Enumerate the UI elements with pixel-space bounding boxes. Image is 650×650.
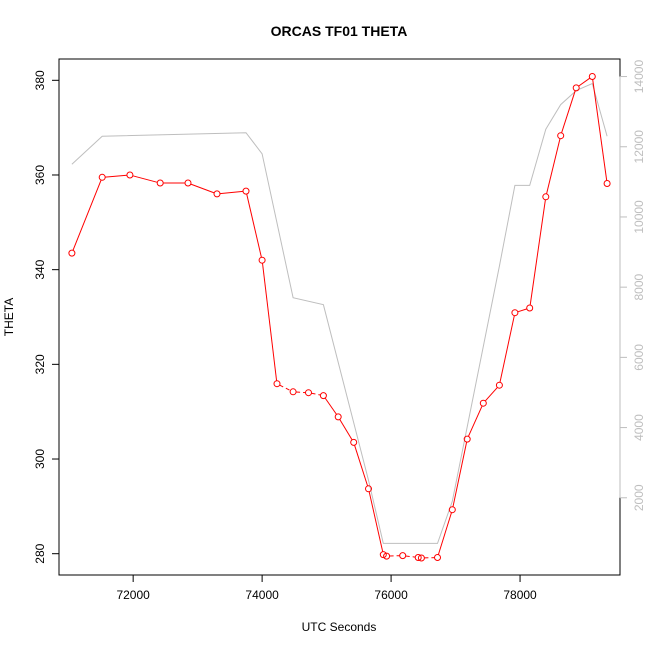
y-axis-right: 2000 4000 6000 8000 10000 12000 14000 bbox=[619, 60, 646, 511]
theta-point bbox=[273, 380, 281, 388]
theta-segment bbox=[279, 384, 291, 391]
x-tick-label: 78000 bbox=[503, 588, 537, 602]
theta-segment bbox=[132, 175, 158, 183]
x-axis: 72000 74000 76000 78000 bbox=[116, 574, 537, 602]
theta-point bbox=[414, 554, 422, 561]
theta-segment bbox=[72, 179, 102, 251]
theta-point bbox=[305, 389, 312, 397]
theta-segment bbox=[529, 199, 546, 306]
theta-point bbox=[526, 304, 534, 312]
theta-segment bbox=[262, 263, 278, 381]
theta-point bbox=[542, 193, 550, 201]
y2-tick-label: 12000 bbox=[632, 130, 646, 164]
theta-point bbox=[350, 438, 358, 446]
y-tick-label: 380 bbox=[33, 70, 47, 90]
theta-point bbox=[319, 392, 327, 400]
theta-point bbox=[479, 399, 487, 407]
y-tick-label: 280 bbox=[33, 543, 47, 563]
theta-segment bbox=[578, 77, 591, 87]
theta-segment bbox=[484, 387, 498, 402]
theta-segment bbox=[246, 193, 262, 258]
theta-point bbox=[557, 132, 565, 140]
theta-point bbox=[242, 187, 250, 195]
y-axis-left: 280 300 320 340 360 380 bbox=[33, 70, 60, 564]
theta-segment bbox=[324, 397, 337, 415]
theta-segment bbox=[219, 190, 244, 195]
theta-point bbox=[379, 551, 387, 559]
theta-point bbox=[156, 179, 164, 187]
series-theta-points bbox=[68, 73, 611, 562]
theta-point bbox=[126, 171, 134, 179]
theta-segment bbox=[190, 183, 215, 194]
chart-title: ORCAS TF01 THETA bbox=[271, 23, 408, 39]
y2-tick-label: 6000 bbox=[632, 344, 646, 371]
theta-segment bbox=[296, 391, 306, 394]
y2-tick-label: 4000 bbox=[632, 414, 646, 441]
theta-segment bbox=[354, 445, 369, 487]
theta-point bbox=[495, 381, 503, 389]
theta-segment bbox=[105, 174, 127, 178]
series-secondary-polyline bbox=[71, 82, 608, 544]
theta-segment bbox=[561, 90, 576, 133]
y2-tick-label: 10000 bbox=[632, 200, 646, 234]
y-tick-label: 360 bbox=[33, 165, 47, 185]
theta-point bbox=[289, 388, 297, 396]
theta-point bbox=[399, 552, 407, 560]
x-axis-title: UTC Seconds bbox=[302, 620, 377, 634]
theta-point bbox=[98, 173, 106, 181]
theta-point bbox=[383, 552, 391, 560]
series-theta-line bbox=[72, 77, 608, 559]
theta-segment bbox=[311, 392, 321, 396]
theta-point bbox=[213, 190, 221, 198]
theta-point bbox=[258, 256, 266, 264]
y-tick-label: 340 bbox=[33, 259, 47, 279]
theta-segment bbox=[339, 419, 353, 441]
theta-point bbox=[448, 506, 456, 514]
theta-point bbox=[365, 485, 372, 493]
theta-point bbox=[334, 413, 342, 421]
theta-point bbox=[511, 309, 519, 317]
y-axis-title: THETA bbox=[2, 298, 16, 336]
theta-segment bbox=[452, 441, 468, 507]
theta-point bbox=[603, 180, 611, 187]
y2-tick-label: 8000 bbox=[632, 273, 646, 300]
plot-area-frame bbox=[58, 58, 621, 576]
y2-tick-label: 14000 bbox=[632, 60, 646, 94]
y2-tick-label: 2000 bbox=[632, 484, 646, 511]
x-tick-label: 76000 bbox=[374, 588, 408, 602]
theta-point bbox=[68, 249, 76, 257]
theta-segment bbox=[592, 79, 608, 181]
y-tick-label: 300 bbox=[33, 449, 47, 469]
theta-point bbox=[463, 435, 471, 443]
x-tick-label: 74000 bbox=[245, 588, 279, 602]
theta-point bbox=[434, 554, 441, 561]
theta-segment bbox=[467, 405, 483, 437]
theta-point bbox=[417, 554, 425, 562]
x-tick-label: 72000 bbox=[116, 588, 150, 602]
theta-point bbox=[184, 179, 192, 187]
theta-point bbox=[588, 73, 596, 80]
theta-segment bbox=[546, 138, 561, 194]
series-secondary-line bbox=[71, 82, 608, 544]
theta-segment bbox=[405, 555, 416, 558]
theta-segment bbox=[437, 512, 452, 555]
theta-segment bbox=[517, 308, 528, 313]
y-tick-label: 320 bbox=[33, 354, 47, 374]
theta-segment bbox=[499, 315, 515, 383]
theta-segment bbox=[368, 491, 384, 552]
theta-point bbox=[572, 84, 580, 92]
